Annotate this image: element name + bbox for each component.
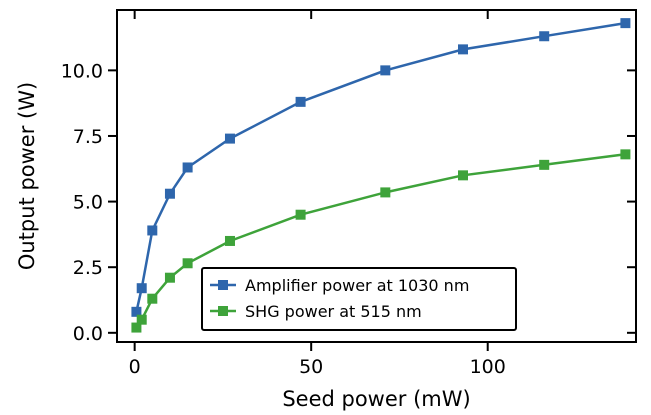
data-point (620, 149, 631, 160)
data-point (295, 209, 306, 220)
x-tick-label: 0 (129, 356, 141, 378)
data-point (224, 133, 235, 144)
y-tick-label: 0.0 (73, 323, 103, 345)
y-tick-label: 2.5 (73, 257, 103, 279)
legend: Amplifier power at 1030 nm SHG power at 5… (201, 267, 517, 331)
data-point (182, 162, 193, 173)
data-point (539, 159, 550, 170)
data-point (147, 293, 158, 304)
series-layer (131, 18, 631, 333)
data-point (458, 44, 468, 55)
y-axis-label: Output power (W) (15, 82, 39, 270)
data-point (295, 96, 306, 107)
data-point (136, 314, 147, 325)
legend-label-1: Amplifier power at 1030 nm (245, 276, 469, 295)
legend-marker-2 (218, 306, 228, 316)
data-point (380, 187, 391, 198)
data-point (224, 235, 235, 246)
data-point (458, 170, 468, 181)
legend-marker-1 (218, 280, 228, 290)
data-point (380, 65, 391, 76)
data-point (147, 225, 158, 236)
y-tick-label: 5.0 (73, 192, 103, 214)
data-point (539, 31, 550, 42)
tick-labels: 0 50 100 0.0 2.5 5.0 7.5 10.0 (61, 60, 506, 378)
x-axis-label: Seed power (mW) (282, 387, 470, 411)
x-tick-label: 100 (470, 356, 506, 378)
data-point (182, 258, 193, 269)
y-tick-label: 7.5 (73, 126, 103, 148)
data-point (131, 306, 142, 317)
ticks (108, 10, 636, 351)
data-point (164, 188, 175, 199)
data-point (131, 322, 142, 333)
data-point (620, 18, 631, 29)
data-point (136, 283, 147, 294)
legend-label-2: SHG power at 515 nm (245, 302, 422, 321)
y-tick-label: 10.0 (61, 60, 103, 82)
x-tick-label: 50 (299, 356, 323, 378)
data-point (164, 272, 175, 283)
legend-box (201, 267, 517, 331)
plot-frame (116, 9, 637, 343)
